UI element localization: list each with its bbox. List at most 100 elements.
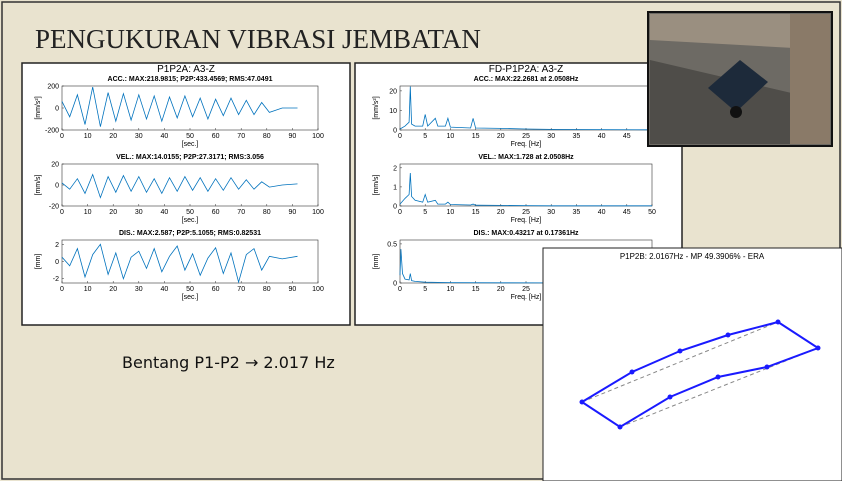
page: PENGUKURAN VIBRASI JEMBATAN P1P2A: A3-Z … — [0, 0, 842, 481]
x-tick-label: 35 — [573, 133, 581, 140]
x-tick-label: 30 — [135, 209, 143, 216]
x-tick-label: 50 — [186, 286, 194, 293]
plot-title: VEL.: MAX:14.0155; P2P:27.3171; RMS:3.05… — [116, 154, 264, 161]
x-tick-label: 40 — [161, 133, 169, 140]
x-tick-label: 90 — [289, 209, 297, 216]
x-axis-label: Freq. [Hz] — [511, 141, 542, 148]
x-axis-label: [sec.] — [182, 141, 199, 148]
x-tick-label: 100 — [312, 133, 324, 140]
x-tick-label: 80 — [263, 133, 271, 140]
x-tick-label: 0 — [60, 286, 64, 293]
x-tick-label: 100 — [312, 286, 324, 293]
x-tick-label: 70 — [237, 133, 245, 140]
axes — [400, 86, 652, 130]
x-tick-label: 15 — [472, 209, 480, 216]
y-tick-label: -200 — [45, 128, 59, 135]
axes — [62, 86, 318, 130]
x-tick-label: 0 — [398, 209, 402, 216]
x-tick-label: 45 — [623, 133, 631, 140]
x-axis-label: [sec.] — [182, 217, 199, 224]
mode-shape: P1P2B: 2.0167Hz - MP 49.3906% - ERA — [543, 248, 842, 481]
x-tick-label: 20 — [109, 133, 117, 140]
x-tick-label: 25 — [522, 286, 530, 293]
x-tick-label: 0 — [60, 209, 64, 216]
mode-title: P1P2B: 2.0167Hz - MP 49.3906% - ERA — [620, 252, 765, 261]
x-tick-label: 40 — [161, 286, 169, 293]
x-tick-label: 40 — [598, 209, 606, 216]
x-tick-label: 0 — [398, 286, 402, 293]
x-tick-label: 5 — [423, 133, 427, 140]
axes — [400, 164, 652, 206]
y-tick-label: 10 — [389, 108, 397, 115]
plot-title: DIS.: MAX:2.587; P2P:5.1055; RMS:0.82531 — [119, 230, 261, 237]
x-tick-label: 25 — [522, 209, 530, 216]
y-tick-label: 1 — [393, 184, 397, 191]
x-tick-label: 0 — [60, 133, 64, 140]
plot-title: ACC.: MAX:218.9815; P2P:433.4569; RMS:47… — [108, 76, 273, 83]
y-tick-label: 0 — [55, 259, 59, 266]
x-tick-label: 60 — [212, 133, 220, 140]
x-axis-label: [sec.] — [182, 294, 199, 301]
y-tick-label: 20 — [51, 162, 59, 169]
x-tick-label: 25 — [522, 133, 530, 140]
y-tick-label: -2 — [53, 276, 59, 283]
y-axis-label: [mm/s] — [35, 174, 42, 195]
photo — [648, 12, 832, 146]
x-tick-label: 30 — [547, 209, 555, 216]
x-tick-label: 20 — [109, 286, 117, 293]
x-tick-label: 60 — [212, 209, 220, 216]
y-tick-label: 0.5 — [387, 241, 397, 248]
x-tick-label: 80 — [263, 209, 271, 216]
plot-title: ACC.: MAX:22.2681 at 2.0508Hz — [474, 76, 579, 83]
y-tick-label: 0 — [393, 204, 397, 211]
x-axis-label: Freq. [Hz] — [511, 217, 542, 224]
photo-connector — [730, 106, 742, 118]
x-tick-label: 50 — [186, 209, 194, 216]
y-tick-label: 0 — [393, 281, 397, 288]
y-tick-label: 2 — [393, 165, 397, 172]
x-tick-label: 20 — [109, 209, 117, 216]
y-axis-label: [mm/s²] — [373, 96, 380, 119]
x-tick-label: 15 — [472, 286, 480, 293]
x-tick-label: 50 — [648, 209, 656, 216]
x-tick-label: 10 — [84, 209, 92, 216]
plot-title: DIS.: MAX:0.43217 at 0.17361Hz — [473, 230, 579, 237]
x-tick-label: 90 — [289, 133, 297, 140]
x-tick-label: 10 — [447, 209, 455, 216]
x-tick-label: 35 — [573, 209, 581, 216]
y-tick-label: 200 — [47, 84, 59, 91]
x-tick-label: 45 — [623, 209, 631, 216]
x-tick-label: 100 — [312, 209, 324, 216]
mode-frame — [543, 248, 842, 481]
slide: PENGUKURAN VIBRASI JEMBATAN P1P2A: A3-Z … — [0, 0, 842, 481]
y-tick-label: 0 — [393, 128, 397, 135]
x-tick-label: 10 — [84, 133, 92, 140]
x-tick-label: 60 — [212, 286, 220, 293]
photo-rail — [790, 14, 830, 144]
x-tick-label: 20 — [497, 286, 505, 293]
x-tick-label: 5 — [423, 286, 427, 293]
y-tick-label: 0 — [55, 183, 59, 190]
x-tick-label: 20 — [497, 133, 505, 140]
y-axis-label: [mm] — [35, 254, 42, 270]
panel-title: FD-P1P2A: A3-Z — [489, 64, 563, 75]
x-tick-label: 80 — [263, 286, 271, 293]
x-tick-label: 10 — [84, 286, 92, 293]
x-tick-label: 90 — [289, 286, 297, 293]
slide-title: PENGUKURAN VIBRASI JEMBATAN — [35, 24, 481, 54]
x-tick-label: 20 — [497, 209, 505, 216]
y-tick-label: 0 — [55, 106, 59, 113]
x-tick-label: 0 — [398, 133, 402, 140]
x-tick-label: 50 — [186, 133, 194, 140]
y-tick-label: 20 — [389, 88, 397, 95]
y-tick-label: -20 — [49, 204, 59, 211]
axes — [62, 240, 318, 283]
x-tick-label: 30 — [135, 286, 143, 293]
x-tick-label: 5 — [423, 209, 427, 216]
y-axis-label: [mm/s²] — [35, 96, 42, 119]
panel-title: P1P2A: A3-Z — [157, 64, 215, 75]
x-tick-label: 10 — [447, 133, 455, 140]
x-tick-label: 10 — [447, 286, 455, 293]
x-tick-label: 40 — [161, 209, 169, 216]
x-tick-label: 15 — [472, 133, 480, 140]
